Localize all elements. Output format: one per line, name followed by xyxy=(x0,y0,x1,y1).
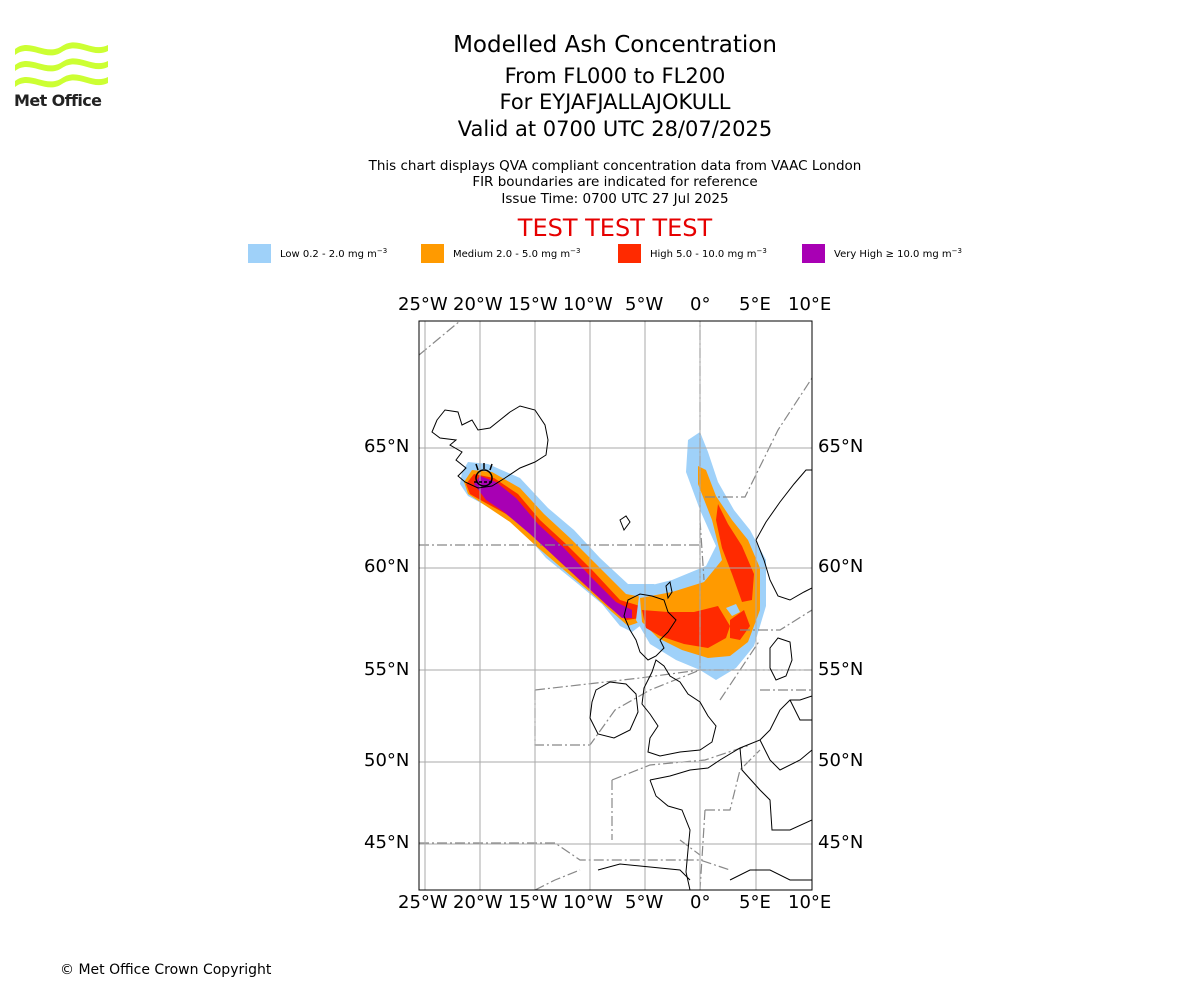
norway-coastline xyxy=(755,469,812,601)
shetland-coastline xyxy=(665,580,673,600)
met-office-logo-text: Met Office xyxy=(14,91,102,110)
issue-time: Issue Time: 0700 UTC 27 Jul 2025 xyxy=(501,191,729,207)
legend-swatch-high xyxy=(618,244,641,263)
lat-tick-right: 55°N xyxy=(818,659,864,680)
lon-tick-top: 5°W xyxy=(625,294,664,315)
ireland-coastline xyxy=(589,681,639,739)
legend-label-high: High 5.0 - 10.0 mg m xyxy=(650,249,757,260)
coastlines xyxy=(431,405,812,890)
lon-tick-bottom: 25°W xyxy=(398,892,448,913)
lon-tick-bottom: 5°E xyxy=(739,892,771,913)
lon-tick-top: 10°E xyxy=(788,294,832,315)
lon-tick-bottom: 10°E xyxy=(788,892,832,913)
lon-tick-bottom: 5°W xyxy=(625,892,664,913)
iceland-coastline xyxy=(431,405,549,489)
lon-tick-bottom: 0° xyxy=(690,892,711,913)
lon-tick-top: 15°W xyxy=(508,294,558,315)
europe-inland-borders xyxy=(729,699,812,881)
ash-high-north-sea xyxy=(642,606,730,648)
iberia-coastline xyxy=(597,863,691,881)
flight-level-range: From FL000 to FL200 xyxy=(504,64,726,88)
met-office-wave-logo-icon xyxy=(15,42,108,88)
ash-low-pocket xyxy=(726,604,740,616)
ash-very-high-band xyxy=(474,476,632,618)
legend-label-low: Low 0.2 - 2.0 mg m xyxy=(280,249,377,260)
copyright-notice: © Met Office Crown Copyright xyxy=(60,962,272,978)
lat-tick-left: 50°N xyxy=(364,750,410,771)
legend-swatch-very-high xyxy=(802,244,825,263)
ash-high-skagerrak xyxy=(730,610,750,640)
valid-time: Valid at 0700 UTC 28/07/2025 xyxy=(457,117,773,141)
france-coastline xyxy=(649,695,812,890)
lat-tick-right: 45°N xyxy=(818,832,864,853)
ash-high-norway-coast xyxy=(716,504,754,602)
legend-swatch-low xyxy=(248,244,271,263)
lon-tick-top: 5°E xyxy=(739,294,771,315)
lat-tick-right: 65°N xyxy=(818,436,864,457)
map-frame xyxy=(418,320,813,891)
legend-exponent-medium: −3 xyxy=(570,247,581,255)
lon-tick-bottom: 10°W xyxy=(563,892,613,913)
chart-note-qva: This chart displays QVA compliant concen… xyxy=(368,158,862,174)
lon-tick-top: 25°W xyxy=(398,294,448,315)
faroe-islands-coastline xyxy=(619,515,631,532)
britain-coastline xyxy=(641,659,717,757)
legend-swatch-medium xyxy=(421,244,444,263)
legend-exponent-low: −3 xyxy=(376,247,388,255)
denmark-coastline xyxy=(769,637,793,681)
lon-tick-top: 0° xyxy=(690,294,711,315)
lon-tick-top: 20°W xyxy=(453,294,503,315)
volcano-marker-icon xyxy=(474,463,494,487)
legend-label-medium: Medium 2.0 - 5.0 mg m xyxy=(453,249,571,260)
chart-note-fir: FIR boundaries are indicated for referen… xyxy=(472,174,758,190)
lat-tick-left: 45°N xyxy=(364,832,410,853)
legend-label-very-high: Very High ≥ 10.0 mg m xyxy=(834,249,952,260)
graticule xyxy=(419,321,812,890)
lat-tick-left: 65°N xyxy=(364,436,410,457)
lat-tick-left: 55°N xyxy=(364,659,410,680)
ash-plume-north-sea-band xyxy=(636,432,766,680)
test-banner: TEST TEST TEST xyxy=(517,214,713,242)
legend-exponent-high: −3 xyxy=(756,247,767,255)
volcano-name: For EYJAFJALLAJOKULL xyxy=(499,90,731,114)
lon-tick-bottom: 15°W xyxy=(508,892,558,913)
lat-tick-left: 60°N xyxy=(364,556,410,577)
scotland-coastline xyxy=(623,593,677,661)
lat-tick-right: 60°N xyxy=(818,556,864,577)
ash-plume-southeast-band xyxy=(460,462,668,632)
lon-tick-bottom: 20°W xyxy=(453,892,503,913)
lat-tick-right: 50°N xyxy=(818,750,864,771)
chart-title: Modelled Ash Concentration xyxy=(453,32,777,58)
legend-exponent-very-high: −3 xyxy=(951,247,962,255)
lon-tick-top: 10°W xyxy=(563,294,613,315)
